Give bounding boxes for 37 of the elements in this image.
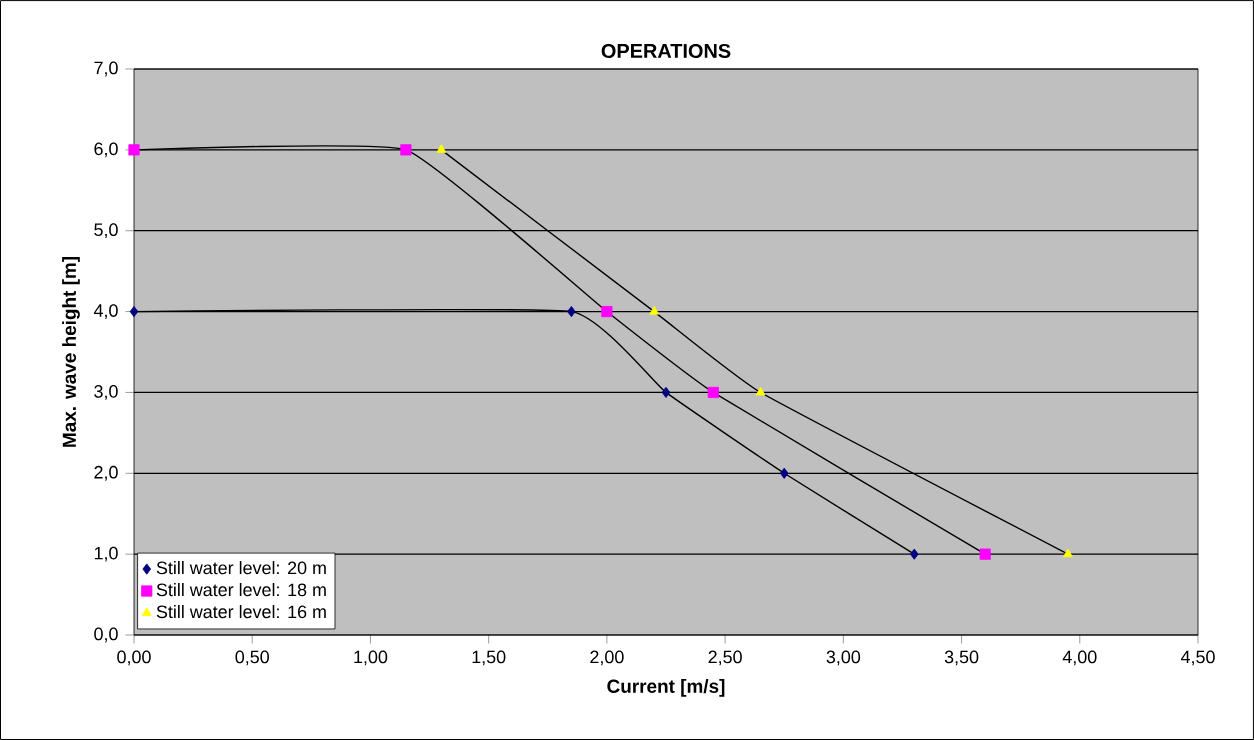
- legend-label: Still water level: 16 m: [156, 604, 326, 619]
- y-tick-label: 5,0: [94, 223, 118, 239]
- x-tick-label: 4,00: [1062, 650, 1097, 666]
- y-tick-label: 6,0: [94, 142, 118, 158]
- point: [601, 305, 613, 318]
- point: [649, 305, 660, 315]
- x-tick-label: 1,50: [472, 650, 506, 666]
- chart-title: OPERATIONS: [601, 43, 731, 58]
- point: [1063, 548, 1073, 558]
- y-tick-label: 2,0: [94, 465, 118, 481]
- legend-label: Still water level: 20 m: [156, 561, 326, 575]
- y-tick-label: 4,0: [93, 304, 118, 319]
- x-tick-label: 2,00: [590, 650, 624, 666]
- point: [129, 305, 139, 318]
- point: [779, 467, 789, 479]
- point: [707, 386, 719, 399]
- y-tick-label: 3,0: [94, 385, 118, 400]
- x-tick-label: 3,00: [826, 650, 861, 666]
- point: [436, 144, 447, 153]
- y-tick-label: 0,0: [94, 627, 118, 643]
- point: [400, 144, 412, 156]
- x-tick-label: 1,00: [354, 650, 388, 666]
- y-tick-label: 1,0: [94, 546, 118, 562]
- y-axis-title: Max. wave height [m]: [62, 256, 80, 447]
- point: [979, 548, 991, 560]
- point: [755, 386, 766, 396]
- point: [661, 386, 671, 399]
- point: [128, 144, 140, 156]
- x-axis-title: Current [m/s]: [607, 679, 725, 697]
- x-tick-label: 4,50: [1180, 650, 1215, 666]
- legend-label: Still water level: 18 m: [156, 583, 326, 597]
- x-tick-label: 0,50: [235, 650, 269, 666]
- x-tick-label: 3,50: [944, 650, 979, 666]
- point: [909, 548, 919, 560]
- y-tick-label: 7,0: [94, 61, 118, 77]
- x-tick-label: 2,50: [708, 650, 742, 666]
- x-tick-label: 0,00: [117, 650, 151, 666]
